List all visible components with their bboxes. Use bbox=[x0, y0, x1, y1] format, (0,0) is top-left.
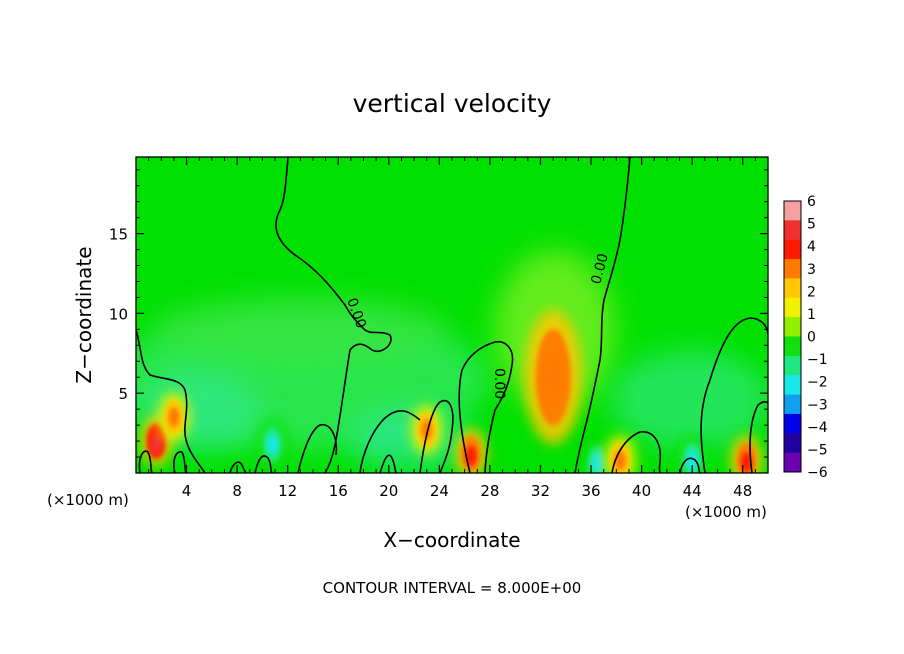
y-axis: 5 10 15 bbox=[109, 169, 768, 458]
contour-right-2 bbox=[679, 457, 701, 473]
contour-left-cell2 bbox=[173, 451, 187, 473]
colorbar-label: 2 bbox=[807, 284, 816, 300]
x-unit-label-right: (×1000 m) bbox=[685, 503, 767, 521]
velocity-cell bbox=[157, 391, 191, 443]
colorbar: 6 5 4 3 2 1 0 −1 −2 −3 −4 −5 −6 bbox=[783, 194, 828, 481]
x-tick-label: 48 bbox=[733, 482, 752, 500]
velocity-cell-core bbox=[150, 433, 162, 453]
contour-center-2 bbox=[254, 455, 273, 473]
contour-right-3 bbox=[700, 317, 768, 473]
field-region-center-light bbox=[350, 410, 470, 470]
velocity-cell bbox=[256, 419, 289, 470]
colorbar-frame bbox=[783, 200, 802, 473]
field-region-midupper-light bbox=[150, 295, 450, 365]
colorbar-swatch bbox=[784, 317, 801, 337]
colorbar-swatch bbox=[784, 355, 801, 376]
colorbar-label: −2 bbox=[807, 375, 828, 391]
x-tick-label: 8 bbox=[232, 482, 242, 500]
contour-right-1 bbox=[611, 431, 662, 473]
contour-center-4 bbox=[359, 410, 421, 473]
colorbar-label: −1 bbox=[807, 352, 828, 368]
colorbar-swatch bbox=[784, 452, 801, 473]
colorbar-swatch bbox=[784, 413, 801, 434]
x-tick-label: 32 bbox=[531, 482, 550, 500]
contour-center-1 bbox=[229, 461, 247, 473]
colorbar-label: 5 bbox=[807, 217, 816, 233]
contour-label-right: 0.00 bbox=[588, 252, 612, 286]
contour-left-cell bbox=[138, 450, 153, 473]
colorbar-label: −5 bbox=[807, 442, 828, 458]
x-tick-label: 4 bbox=[182, 482, 192, 500]
x-tick-label: 44 bbox=[683, 482, 702, 500]
x-axis: 4 8 12 16 20 24 28 32 36 40 44 48 bbox=[148, 157, 756, 500]
velocity-cell-core bbox=[168, 407, 180, 428]
colorbar-label: 1 bbox=[807, 307, 816, 323]
zero-contours bbox=[136, 157, 768, 473]
velocity-cell bbox=[524, 310, 582, 445]
contour-label-center: 0.00 bbox=[491, 368, 507, 399]
contour-right-4 bbox=[749, 401, 768, 473]
velocity-cell-core bbox=[591, 453, 603, 473]
y-tick-label: 10 bbox=[109, 305, 128, 323]
y-axis-label: Z−coordinate bbox=[72, 246, 96, 383]
colorbar-swatch bbox=[784, 375, 801, 396]
y-tick-label: 5 bbox=[118, 385, 128, 403]
y-tick-label: 15 bbox=[109, 226, 128, 244]
colorbar-swatch bbox=[784, 297, 801, 318]
chart-title: vertical velocity bbox=[353, 89, 552, 118]
field-region-right-light bbox=[610, 350, 768, 450]
colorbar-swatch bbox=[784, 394, 801, 415]
x-tick-label: 36 bbox=[581, 482, 600, 500]
contour-left-edge bbox=[136, 329, 206, 473]
colorbar-label: −3 bbox=[807, 397, 828, 413]
contour-left-curtain bbox=[275, 157, 392, 473]
colorbar-swatch bbox=[784, 259, 801, 279]
x-tick-label: 12 bbox=[278, 482, 297, 500]
colorbar-label: 4 bbox=[807, 239, 816, 255]
colorbar-label: 3 bbox=[807, 262, 816, 278]
contour-center-5 bbox=[379, 454, 397, 473]
x-tick-label: 28 bbox=[480, 482, 499, 500]
contour-right-curtain bbox=[574, 157, 631, 473]
velocity-cells bbox=[140, 310, 763, 473]
colorbar-label: −4 bbox=[807, 420, 828, 436]
x-tick-label: 40 bbox=[632, 482, 651, 500]
x-tick-label: 24 bbox=[430, 482, 449, 500]
velocity-cell-core bbox=[543, 352, 563, 406]
velocity-field bbox=[136, 250, 768, 470]
velocity-cell bbox=[730, 435, 763, 473]
contour-center-7 bbox=[458, 340, 514, 473]
colorbar-swatch bbox=[784, 278, 801, 299]
colorbar-swatch bbox=[784, 433, 801, 454]
velocity-cell-core bbox=[267, 434, 278, 455]
contour-interval-footer: CONTOUR INTERVAL = 8.000E+00 bbox=[323, 579, 582, 597]
colorbar-swatch bbox=[784, 336, 801, 357]
colorbar-label: −6 bbox=[807, 465, 828, 481]
x-tick-label: 20 bbox=[379, 482, 398, 500]
x-tick-label: 16 bbox=[329, 482, 348, 500]
velocity-cell bbox=[454, 428, 488, 473]
x-unit-label-left: (×1000 m) bbox=[47, 491, 129, 509]
velocity-cell-core bbox=[465, 445, 477, 466]
colorbar-label: 0 bbox=[807, 330, 816, 346]
colorbar-label: 6 bbox=[807, 194, 816, 210]
colorbar-swatch bbox=[784, 239, 801, 260]
contour-center-3 bbox=[297, 424, 338, 473]
colorbar-swatch bbox=[784, 220, 801, 241]
velocity-cell bbox=[603, 435, 637, 473]
contour-center-6 bbox=[419, 399, 454, 473]
velocity-cell-core bbox=[741, 452, 752, 473]
velocity-cell-core bbox=[686, 450, 698, 471]
velocity-cell bbox=[410, 404, 443, 456]
plot-area: 0.00 0.00 0.00 bbox=[136, 157, 768, 473]
x-axis-label: X−coordinate bbox=[383, 528, 520, 552]
velocity-cell-core bbox=[614, 450, 626, 471]
colorbar-swatch bbox=[784, 201, 801, 221]
